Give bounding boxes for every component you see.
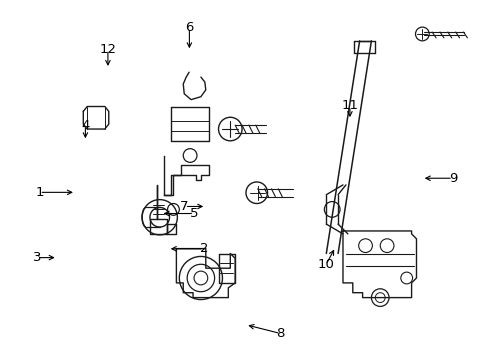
Text: 8: 8: [276, 327, 284, 340]
Text: 6: 6: [185, 21, 193, 34]
Text: 7: 7: [180, 200, 188, 213]
Text: 2: 2: [199, 242, 207, 255]
Text: 12: 12: [99, 43, 116, 56]
Text: 4: 4: [81, 119, 89, 132]
Text: 10: 10: [317, 258, 334, 271]
Text: 1: 1: [35, 186, 43, 199]
Text: 5: 5: [189, 207, 198, 220]
Text: 9: 9: [448, 172, 456, 185]
Text: 3: 3: [33, 251, 41, 264]
Text: 11: 11: [341, 99, 358, 112]
